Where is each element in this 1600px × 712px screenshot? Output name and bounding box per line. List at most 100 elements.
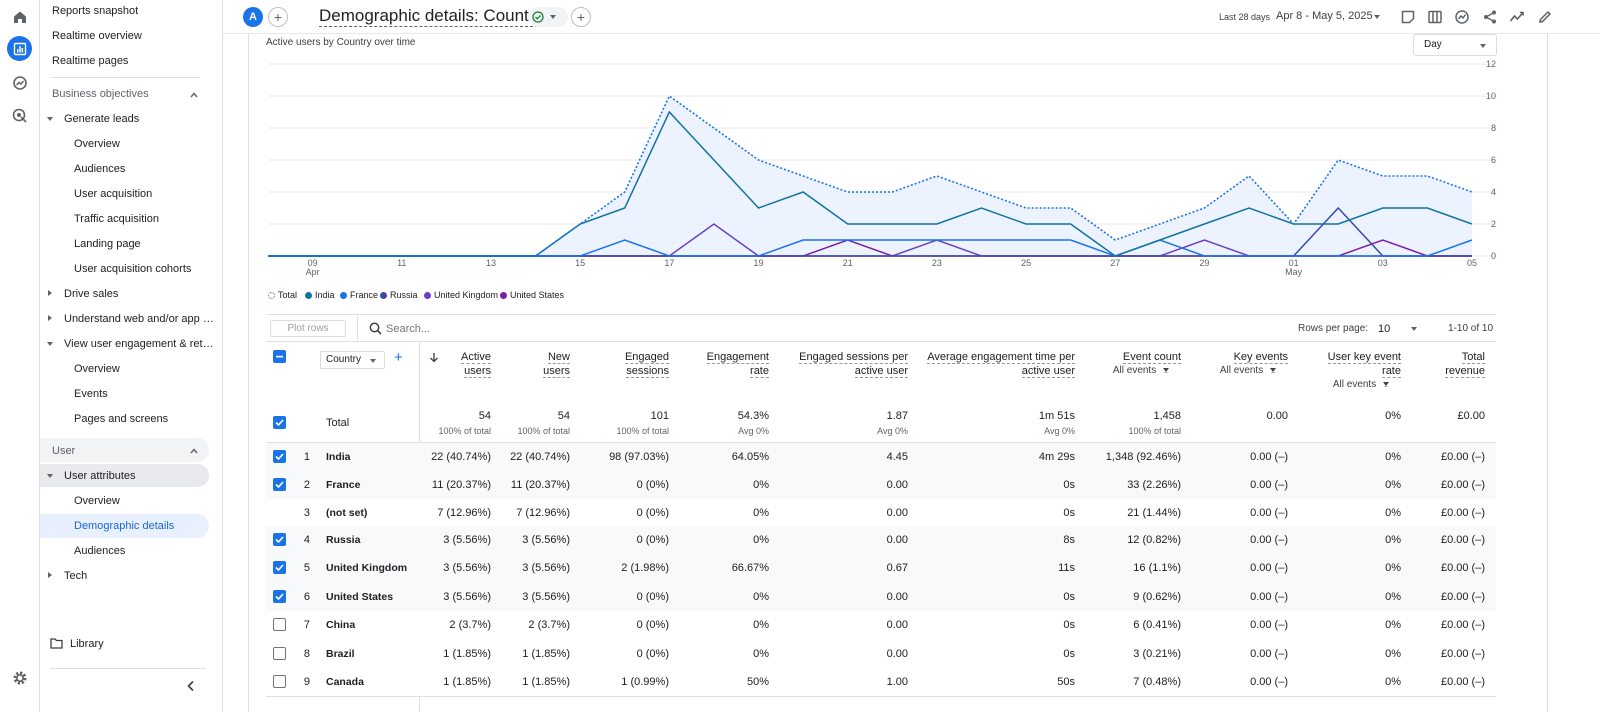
event-filter-select[interactable]: All events	[1221, 378, 1401, 392]
customize-report-icon[interactable]	[1400, 9, 1416, 28]
sidebar-item-overview[interactable]: Overview	[74, 138, 120, 150]
sidebar-item-pages-and-screens[interactable]: Pages and screens	[74, 413, 169, 425]
column-header[interactable]: User key event rate All events	[1221, 350, 1401, 392]
table-row[interactable]	[266, 526, 1496, 554]
table-row[interactable]	[266, 611, 1496, 639]
sidebar-item-understand-web-app[interactable]: Understand web and/or app t...	[64, 313, 214, 325]
sidebar-item-overview[interactable]: Overview	[74, 495, 120, 507]
date-range-picker[interactable]: Apr 8 - May 5, 2025	[1276, 10, 1373, 22]
country-name[interactable]: India	[326, 451, 351, 463]
sidebar-item-realtime-overview[interactable]: Realtime overview	[52, 30, 142, 42]
row-checkbox[interactable]	[273, 590, 286, 603]
country-name[interactable]: Brazil	[326, 648, 355, 660]
search-input[interactable]	[386, 320, 636, 337]
sidebar-item-landing-page[interactable]: Landing page	[74, 238, 141, 250]
event-filter-select[interactable]: All events	[1108, 364, 1288, 378]
column-header[interactable]: Engaged sessions per active user	[728, 350, 908, 378]
sidebar-item-user-acquisition[interactable]: User acquisition	[74, 188, 153, 200]
column-header[interactable]: Active users	[311, 350, 491, 378]
sidebar-item-user-attributes[interactable]: User attributes	[64, 470, 136, 482]
country-name[interactable]: France	[326, 479, 361, 491]
explore-icon[interactable]	[7, 70, 32, 95]
sidebar-item-realtime-pages[interactable]: Realtime pages	[52, 55, 129, 67]
row-checkbox[interactable]	[273, 450, 286, 463]
row-checkbox[interactable]	[273, 478, 286, 491]
caret-down-icon[interactable]	[1374, 15, 1380, 19]
granularity-select[interactable]: Day	[1413, 34, 1497, 56]
caret-right-icon[interactable]	[48, 290, 52, 296]
table-row[interactable]	[266, 639, 1496, 668]
table-row[interactable]	[266, 668, 1496, 696]
caret-down-icon[interactable]	[47, 342, 53, 346]
column-header[interactable]: Average engagement time per active user	[895, 350, 1075, 378]
sidebar-item-audiences[interactable]: Audiences	[74, 545, 126, 557]
caret-right-icon[interactable]	[48, 572, 52, 578]
row-checkbox[interactable]	[273, 647, 286, 660]
row-checkbox[interactable]	[273, 533, 286, 546]
reports-icon[interactable]	[7, 36, 32, 61]
country-name[interactable]: United States	[326, 591, 394, 603]
avatar[interactable]: A	[243, 7, 263, 27]
caret-right-icon[interactable]	[48, 315, 52, 321]
collapse-chevron-icon[interactable]	[186, 680, 196, 695]
add-button[interactable]: +	[571, 7, 591, 27]
table-row[interactable]	[266, 443, 1496, 471]
legend-item[interactable]: United States	[500, 290, 564, 300]
table-row[interactable]	[266, 471, 1496, 499]
legend-item[interactable]: India	[305, 290, 335, 300]
status-badge[interactable]	[528, 7, 568, 27]
select-all-checkbox[interactable]	[273, 350, 286, 363]
sidebar-item-audiences[interactable]: Audiences	[74, 163, 126, 175]
table-row[interactable]	[266, 499, 1496, 526]
rows-per-page-select[interactable]: 10	[1378, 323, 1391, 335]
table-row[interactable]	[266, 554, 1496, 582]
chevron-up-icon[interactable]	[190, 90, 198, 98]
row-checkbox[interactable]	[273, 561, 286, 574]
compare-icon[interactable]	[1427, 9, 1443, 28]
page-title[interactable]: Demographic details: Country	[319, 6, 543, 27]
advertising-icon[interactable]	[7, 103, 32, 128]
column-header[interactable]: Key events All events	[1108, 350, 1288, 378]
country-name[interactable]: China	[326, 619, 356, 631]
caret-down-icon[interactable]	[1411, 327, 1417, 331]
dimension-select[interactable]: Country	[320, 351, 385, 369]
sidebar-item-overview[interactable]: Overview	[74, 363, 120, 375]
gear-icon[interactable]	[7, 665, 32, 690]
sidebar-item-library[interactable]: Library	[70, 638, 104, 650]
column-header[interactable]: Event count All events	[1001, 350, 1181, 378]
sidebar-item-user-acquisition-cohorts[interactable]: User acquisition cohorts	[74, 263, 192, 275]
column-header[interactable]: Engagement rate	[589, 350, 769, 378]
sidebar-item-traffic-acquisition[interactable]: Traffic acquisition	[74, 213, 159, 225]
legend-item[interactable]: Russia	[380, 290, 418, 300]
add-comparison-button[interactable]: +	[268, 7, 288, 27]
sidebar-item-generate-leads[interactable]: Generate leads	[64, 113, 140, 125]
home-icon[interactable]	[7, 4, 32, 29]
sidebar-item-view-user-engagement[interactable]: View user engagement & rete...	[64, 338, 214, 350]
chevron-up-icon[interactable]	[190, 446, 198, 454]
table-row[interactable]	[266, 582, 1496, 611]
legend-item[interactable]: France	[340, 290, 378, 300]
row-checkbox[interactable]	[273, 675, 286, 688]
trend-icon[interactable]	[1509, 9, 1525, 28]
country-name[interactable]: Russia	[326, 534, 361, 546]
sidebar-item-drive-sales[interactable]: Drive sales	[64, 288, 119, 300]
section-user[interactable]: User	[52, 445, 76, 457]
caret-down-icon[interactable]	[47, 474, 53, 478]
caret-down-icon[interactable]	[47, 117, 53, 121]
sidebar-item-events[interactable]: Events	[74, 388, 108, 400]
country-name[interactable]: (not set)	[326, 507, 368, 519]
sort-arrow-icon[interactable]	[429, 352, 439, 366]
total-checkbox[interactable]	[273, 416, 286, 429]
insights-icon[interactable]	[1454, 9, 1470, 28]
add-dimension-button[interactable]: +	[394, 349, 403, 366]
country-name[interactable]: United Kingdom	[326, 562, 408, 574]
sidebar-item-reports-snapshot[interactable]: Reports snapshot	[52, 5, 139, 17]
country-name[interactable]: Canada	[326, 676, 364, 688]
section-business-objectives[interactable]: Business objectives	[52, 88, 149, 100]
legend-item[interactable]: United Kingdom	[424, 290, 498, 300]
edit-icon[interactable]	[1537, 9, 1553, 28]
share-icon[interactable]	[1482, 9, 1498, 28]
legend-item[interactable]: Total	[268, 290, 297, 300]
plot-rows-button[interactable]: Plot rows	[270, 320, 346, 337]
row-checkbox[interactable]	[273, 618, 286, 631]
